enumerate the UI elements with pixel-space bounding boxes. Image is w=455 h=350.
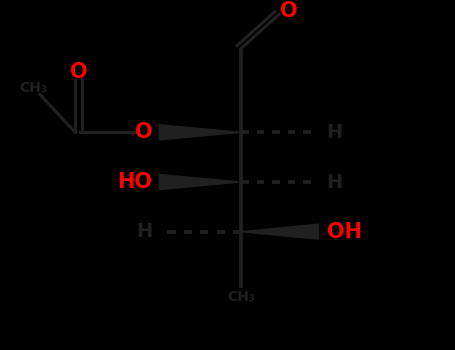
Text: O: O <box>70 62 87 82</box>
Polygon shape <box>159 125 241 140</box>
Text: CH₃: CH₃ <box>19 81 47 95</box>
Text: OH: OH <box>327 222 362 242</box>
Text: H: H <box>136 222 152 241</box>
Text: H: H <box>327 123 343 142</box>
Text: CH₃: CH₃ <box>227 290 255 304</box>
Text: O: O <box>135 122 152 142</box>
Polygon shape <box>159 175 241 190</box>
Text: H: H <box>327 173 343 191</box>
Text: HO: HO <box>117 172 152 192</box>
Polygon shape <box>241 224 318 239</box>
Text: O: O <box>280 1 298 21</box>
